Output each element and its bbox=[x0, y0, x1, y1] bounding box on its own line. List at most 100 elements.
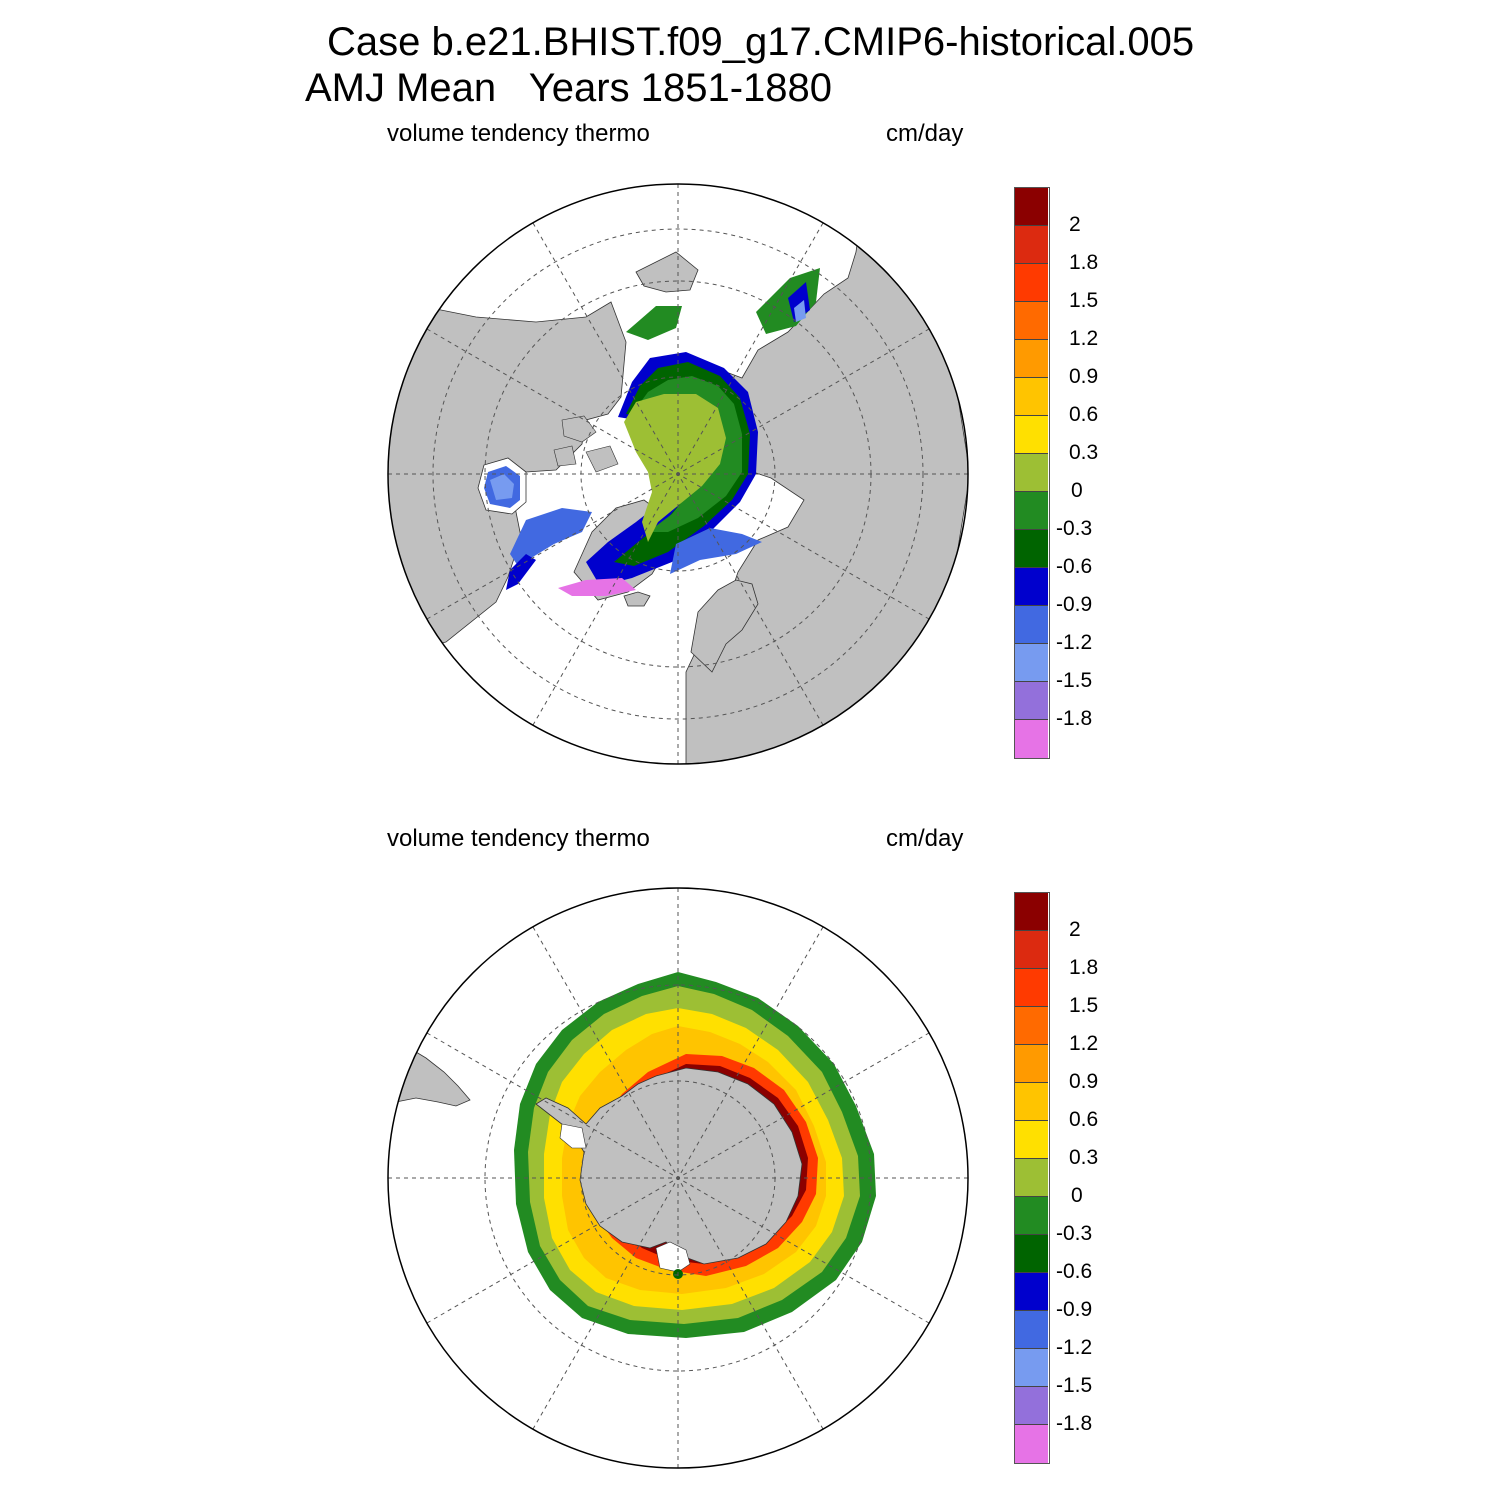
colorbar-tick-label: 1.2 bbox=[1069, 327, 1099, 350]
colorbar-separator bbox=[1014, 1424, 1048, 1425]
colorbar-separator bbox=[1014, 453, 1048, 454]
colorbar-separator bbox=[1014, 567, 1048, 568]
colorbar-segment bbox=[1014, 892, 1048, 931]
colorbar-separator bbox=[1014, 1006, 1048, 1007]
colorbar-tick-label: -0.3 bbox=[1056, 517, 1093, 540]
colorbar-frame bbox=[1014, 892, 1050, 1464]
colorbar-tick-label: -0.9 bbox=[1056, 1298, 1093, 1321]
colorbar-tick-label: 0 bbox=[1071, 479, 1083, 502]
south-panel-units-label: cm/day bbox=[886, 825, 964, 852]
labrador-ice-dark bbox=[506, 554, 536, 590]
colorbar-separator bbox=[1014, 1234, 1048, 1235]
colorbar-segment bbox=[1014, 187, 1048, 226]
okhotsk-ice-light bbox=[794, 300, 806, 322]
colorbar-segment bbox=[1014, 301, 1048, 340]
figure-title-line2: AMJ Mean Years 1851-1880 bbox=[305, 66, 833, 110]
weddell-sea-edge bbox=[559, 1123, 587, 1149]
colorbar-segment bbox=[1014, 930, 1048, 969]
colorbar-segment bbox=[1014, 415, 1048, 454]
colorbar-separator bbox=[1014, 225, 1048, 226]
colorbar-segment bbox=[1014, 1044, 1048, 1083]
figure-title-line1: Case b.e21.BHIST.f09_g17.CMIP6-historica… bbox=[327, 20, 1195, 64]
colorbar-tick-label: 0.3 bbox=[1069, 1146, 1099, 1169]
colorbar-segment bbox=[1014, 681, 1048, 720]
scandinavia-landmass bbox=[690, 579, 759, 673]
iceland-landmass bbox=[623, 591, 651, 607]
colorbar-tick-label: 1.5 bbox=[1069, 289, 1099, 312]
colorbar-segment bbox=[1014, 719, 1048, 758]
colorbar-separator bbox=[1014, 1310, 1048, 1311]
south-panel-variable-label: volume tendency thermo bbox=[387, 825, 650, 852]
colorbar-separator bbox=[1014, 1348, 1048, 1349]
colorbar-segment bbox=[1014, 1310, 1048, 1349]
colorbar-tick-label: -1.8 bbox=[1056, 1412, 1093, 1435]
colorbar-segment bbox=[1014, 377, 1048, 416]
ross-ice-shelf bbox=[655, 1241, 691, 1273]
north-colorbar: 2 1.8 1.5 1.2 0.9 0.6 0.3 0 -0.3 -0.6 -0.9 -1.2 -1.5… bbox=[1014, 187, 1098, 759]
colorbar-tick-label: 2 bbox=[1069, 918, 1081, 941]
colorbar-tick-label: -0.6 bbox=[1056, 1260, 1093, 1283]
colorbar-tick-label: -1.2 bbox=[1056, 631, 1093, 654]
colorbar-segment bbox=[1014, 1272, 1048, 1311]
colorbar-separator bbox=[1014, 681, 1048, 682]
hudson-bay-ice-light bbox=[490, 474, 514, 500]
colorbar-segment bbox=[1014, 225, 1048, 264]
colorbar-separator bbox=[1014, 1196, 1048, 1197]
colorbar-tick-label: 0.3 bbox=[1069, 441, 1099, 464]
colorbar-segment bbox=[1014, 1234, 1048, 1273]
colorbar-separator bbox=[1014, 1158, 1048, 1159]
colorbar-tick-label: 1.8 bbox=[1069, 956, 1099, 979]
north-panel-units-label: cm/day bbox=[886, 120, 964, 147]
eurasia-landmass bbox=[685, 201, 968, 764]
colorbar-tick-label: -1.5 bbox=[1056, 1374, 1093, 1397]
labrador-ice bbox=[510, 508, 592, 566]
barents-ice bbox=[670, 528, 762, 574]
colorbar-separator bbox=[1014, 339, 1048, 340]
colorbar-separator bbox=[1014, 1082, 1048, 1083]
colorbar-separator bbox=[1014, 968, 1048, 969]
colorbar-tick-label: 2 bbox=[1069, 213, 1081, 236]
colorbar-tick-label: 1.5 bbox=[1069, 994, 1099, 1017]
colorbar-segment bbox=[1014, 1386, 1048, 1425]
colorbar-segment bbox=[1014, 643, 1048, 682]
colorbar-separator bbox=[1014, 1386, 1048, 1387]
south-map-graticule bbox=[388, 888, 968, 1468]
colorbar-tick-label: 1.8 bbox=[1069, 251, 1099, 274]
colorbar-separator bbox=[1014, 643, 1048, 644]
colorbar-tick-label: -0.6 bbox=[1056, 555, 1093, 578]
colorbar-tick-label: 0.9 bbox=[1069, 1070, 1099, 1093]
colorbar-tick-label: 0.6 bbox=[1069, 1108, 1099, 1131]
colorbar-segment bbox=[1014, 968, 1048, 1007]
south-colorbar: 2 1.8 1.5 1.2 0.9 0.6 0.3 0 -0.3 -0.6 -0.9 -1.2 -1.5… bbox=[1014, 892, 1098, 1464]
chukotka-landmass bbox=[635, 251, 699, 293]
colorbar-separator bbox=[1014, 1272, 1048, 1273]
colorbar-segment bbox=[1014, 605, 1048, 644]
colorbar-separator bbox=[1014, 415, 1048, 416]
colorbar-separator bbox=[1014, 377, 1048, 378]
south-map-border bbox=[387, 887, 969, 1469]
colorbar-segment bbox=[1014, 1082, 1048, 1121]
canadian-archipelago bbox=[553, 415, 619, 473]
colorbar-segment bbox=[1014, 1424, 1048, 1463]
colorbar-tick-label: 1.2 bbox=[1069, 1032, 1099, 1055]
colorbar-segment bbox=[1014, 1006, 1048, 1045]
colorbar-separator bbox=[1014, 605, 1048, 606]
north-map-border bbox=[387, 183, 969, 765]
colorbar-separator bbox=[1014, 930, 1048, 931]
colorbar-segment bbox=[1014, 567, 1048, 606]
colorbar-tick-label: 0.6 bbox=[1069, 403, 1099, 426]
colorbar-separator bbox=[1014, 263, 1048, 264]
north-panel-variable-label: volume tendency thermo bbox=[387, 120, 650, 147]
colorbar-separator bbox=[1014, 1120, 1048, 1121]
colorbar-segment bbox=[1014, 1348, 1048, 1387]
colorbar-segment bbox=[1014, 1120, 1048, 1159]
colorbar-segment bbox=[1014, 453, 1048, 492]
colorbar-separator bbox=[1014, 301, 1048, 302]
colorbar-separator bbox=[1014, 719, 1048, 720]
colorbar-tick-label: -0.9 bbox=[1056, 593, 1093, 616]
colorbar-separator bbox=[1014, 529, 1048, 530]
denmark-strait-ice bbox=[558, 578, 636, 596]
north-map-graticule bbox=[388, 184, 968, 764]
colorbar-separator bbox=[1014, 1044, 1048, 1045]
colorbar-separator bbox=[1014, 491, 1048, 492]
